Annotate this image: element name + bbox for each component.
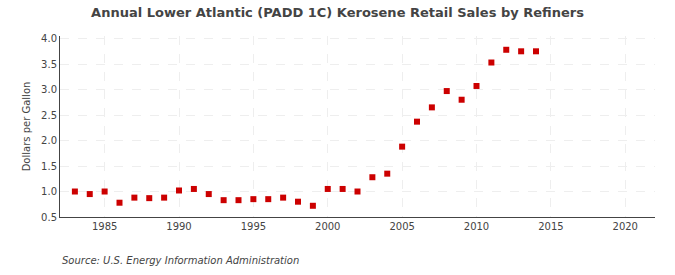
svg-text:3.5: 3.5 xyxy=(41,59,57,70)
svg-text:1990: 1990 xyxy=(166,221,191,232)
svg-text:3.0: 3.0 xyxy=(41,84,57,95)
svg-text:2020: 2020 xyxy=(613,221,638,232)
svg-text:1.5: 1.5 xyxy=(41,161,57,172)
svg-text:2015: 2015 xyxy=(538,221,563,232)
svg-text:1.0: 1.0 xyxy=(41,186,57,197)
svg-text:2.5: 2.5 xyxy=(41,110,57,121)
svg-text:2000: 2000 xyxy=(315,221,340,232)
svg-text:Dollars per Gallon: Dollars per Gallon xyxy=(21,82,32,172)
svg-text:1985: 1985 xyxy=(92,221,117,232)
svg-text:0.5: 0.5 xyxy=(41,212,57,223)
svg-text:Source: U.S. Energy Informatio: Source: U.S. Energy Information Administ… xyxy=(62,255,299,266)
svg-text:2.0: 2.0 xyxy=(41,135,57,146)
svg-text:2005: 2005 xyxy=(389,221,414,232)
svg-text:2010: 2010 xyxy=(464,221,489,232)
svg-text:4.0: 4.0 xyxy=(41,33,57,44)
svg-text:Annual Lower Atlantic (PADD 1C: Annual Lower Atlantic (PADD 1C) Kerosene… xyxy=(91,5,584,20)
svg-text:1995: 1995 xyxy=(241,221,266,232)
